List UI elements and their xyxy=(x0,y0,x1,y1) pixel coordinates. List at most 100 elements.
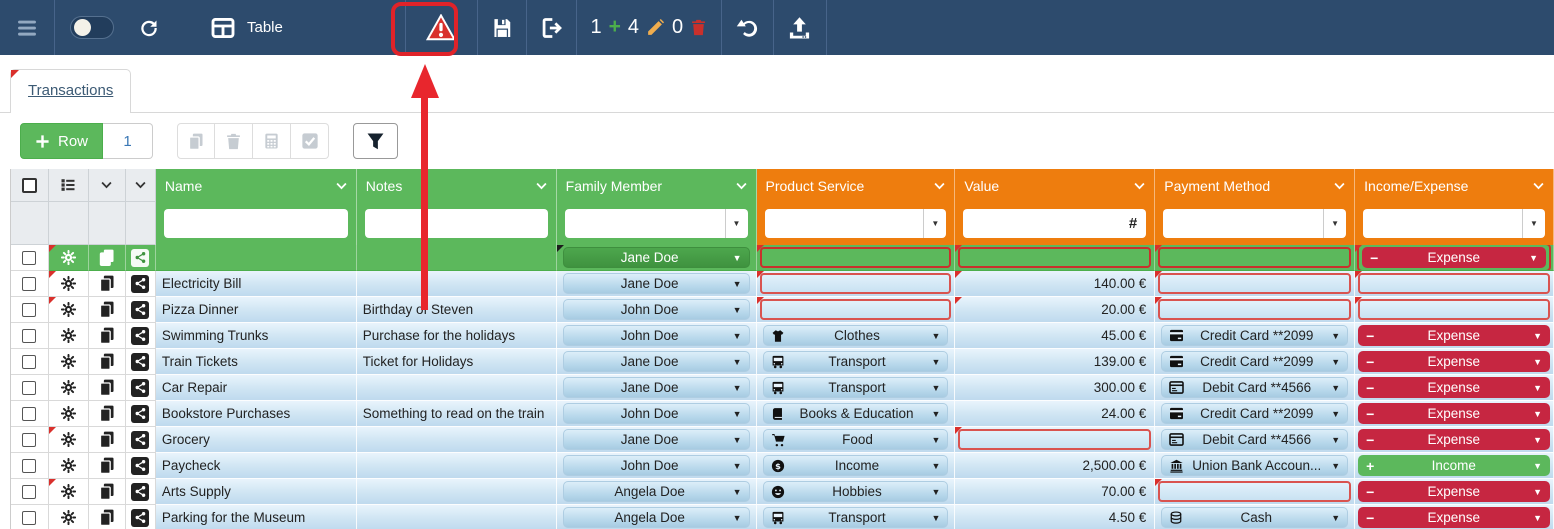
product-service-cell-missing-value[interactable] xyxy=(759,247,952,268)
value-cell[interactable]: 140.00 € xyxy=(955,271,1156,297)
row-share-cell[interactable] xyxy=(125,401,156,427)
family-member-cell-dropdown[interactable]: Angela Doe ▼ xyxy=(562,507,750,528)
filter-input-notes[interactable] xyxy=(364,209,548,238)
name-cell[interactable]: Bookstore Purchases xyxy=(155,401,357,427)
dropdown-arrow-icon[interactable]: ▼ xyxy=(923,209,946,238)
product-service-cell-dropdown[interactable]: Food ▼ xyxy=(762,429,949,450)
family-member-cell-dropdown[interactable]: Jane Doe ▼ xyxy=(562,377,750,398)
row-duplicate-cell[interactable] xyxy=(88,427,126,453)
row-duplicate-cell[interactable] xyxy=(88,401,126,427)
row-checkbox[interactable] xyxy=(22,432,37,447)
row-settings-cell[interactable] xyxy=(48,401,89,427)
row-checkbox[interactable] xyxy=(22,354,37,369)
row-settings-cell[interactable] xyxy=(48,349,89,375)
calculate-button[interactable] xyxy=(253,123,292,159)
row-settings-cell[interactable] xyxy=(48,323,89,349)
column-header-payment-method[interactable]: Payment Method xyxy=(1155,169,1356,202)
row-share-cell[interactable] xyxy=(125,453,156,479)
product-service-cell-missing-value[interactable] xyxy=(759,273,952,294)
row-settings-cell[interactable] xyxy=(48,427,89,453)
select-all-header-cell[interactable] xyxy=(11,169,49,202)
family-member-cell-dropdown[interactable]: John Doe ▼ xyxy=(562,325,750,346)
family-member-cell-dropdown[interactable]: Jane Doe ▼ xyxy=(562,351,750,372)
notes-cell[interactable] xyxy=(356,453,557,479)
row-settings-cell[interactable] xyxy=(48,297,89,323)
tab-transactions[interactable]: Transactions xyxy=(10,69,132,113)
payment-method-cell-missing-value[interactable] xyxy=(1158,299,1352,320)
row-checkbox[interactable] xyxy=(22,510,37,525)
row-duplicate-cell[interactable] xyxy=(88,323,126,349)
product-service-cell-dropdown[interactable]: $ Income ▼ xyxy=(762,455,949,476)
product-service-cell-dropdown[interactable]: Transport ▼ xyxy=(762,507,949,528)
filter-input-payment-method[interactable]: ▼ xyxy=(1163,209,1347,238)
row-settings-cell[interactable] xyxy=(48,453,89,479)
row-checkbox[interactable] xyxy=(22,458,37,473)
value-cell[interactable]: 300.00 € xyxy=(955,375,1156,401)
dropdown-arrow-icon[interactable]: ▼ xyxy=(724,209,748,238)
row-checkbox[interactable] xyxy=(22,484,37,499)
value-cell[interactable]: 70.00 € xyxy=(955,479,1156,505)
toggle-switch[interactable] xyxy=(69,0,115,55)
row-checkbox[interactable] xyxy=(22,328,37,343)
name-cell[interactable]: Pizza Dinner xyxy=(155,297,357,323)
income-expense-dropdown[interactable]: − Expense ▼ xyxy=(1358,351,1551,372)
filter-input-family-member[interactable]: ▼ xyxy=(564,209,748,238)
value-cell[interactable]: 45.00 € xyxy=(955,323,1156,349)
family-member-cell-dropdown[interactable]: Jane Doe ▼ xyxy=(562,273,750,294)
row-share-cell[interactable] xyxy=(125,245,156,271)
dropdown-arrow-icon[interactable]: ▼ xyxy=(1323,209,1346,238)
family-member-cell-dropdown[interactable]: Angela Doe ▼ xyxy=(562,481,750,502)
row-duplicate-cell[interactable] xyxy=(88,505,126,529)
value-cell[interactable]: 139.00 € xyxy=(955,349,1156,375)
row-settings-cell[interactable] xyxy=(48,375,89,401)
notes-cell[interactable] xyxy=(356,375,557,401)
value-cell[interactable]: 4.50 € xyxy=(955,505,1156,529)
income-expense-dropdown[interactable]: − Expense ▼ xyxy=(1358,325,1551,346)
row-duplicate-cell[interactable] xyxy=(88,349,126,375)
save-button[interactable] xyxy=(478,0,526,55)
row-duplicate-cell[interactable] xyxy=(88,245,126,271)
column-header-notes[interactable]: Notes xyxy=(356,169,557,202)
name-cell[interactable]: Paycheck xyxy=(155,453,357,479)
notes-cell[interactable]: Ticket for Holidays xyxy=(356,349,557,375)
row-share-cell[interactable] xyxy=(125,505,156,529)
name-cell[interactable]: Electricity Bill xyxy=(155,271,357,297)
income-expense-dropdown[interactable]: − Expense ▼ xyxy=(1362,247,1547,268)
income-expense-cell-missing-value[interactable] xyxy=(1358,299,1551,320)
filter-input-income-expense[interactable]: ▼ xyxy=(1363,209,1546,238)
row-duplicate-cell[interactable] xyxy=(88,453,126,479)
value-cell-missing-value[interactable] xyxy=(958,247,1152,268)
name-cell[interactable]: Arts Supply xyxy=(155,479,357,505)
family-member-cell-dropdown[interactable]: John Doe ▼ xyxy=(562,455,750,476)
column-header-value[interactable]: Value xyxy=(955,169,1156,202)
row-share-cell[interactable] xyxy=(125,479,156,505)
row-settings-cell[interactable] xyxy=(48,479,89,505)
payment-method-cell-dropdown[interactable]: Credit Card **2099 ▼ xyxy=(1161,325,1349,346)
notes-cell[interactable] xyxy=(356,427,557,453)
row-settings-cell[interactable] xyxy=(48,245,89,271)
value-cell[interactable]: 20.00 € xyxy=(955,297,1156,323)
row-duplicate-cell[interactable] xyxy=(88,479,126,505)
notes-cell[interactable] xyxy=(356,271,557,297)
name-cell[interactable]: Car Repair xyxy=(155,375,357,401)
add-row-button[interactable]: Row xyxy=(20,123,104,159)
notes-cell[interactable]: Purchase for the holidays xyxy=(356,323,557,349)
notes-cell[interactable]: Something to read on the train xyxy=(356,401,557,427)
income-expense-dropdown[interactable]: − Expense ▼ xyxy=(1358,377,1551,398)
payment-method-cell-missing-value[interactable] xyxy=(1158,273,1352,294)
table-view-selector[interactable]: Table xyxy=(211,0,283,55)
value-cell-missing-value[interactable] xyxy=(958,429,1152,450)
payment-method-cell-missing-value[interactable] xyxy=(1158,247,1352,268)
name-cell[interactable]: Parking for the Museum xyxy=(155,505,357,529)
product-service-cell-missing-value[interactable] xyxy=(759,299,952,320)
select-all-checkbox[interactable] xyxy=(21,177,37,193)
column-header-income-expense[interactable]: Income/Expense xyxy=(1355,169,1554,202)
payment-method-cell-missing-value[interactable] xyxy=(1158,481,1352,502)
income-expense-dropdown[interactable]: − Expense ▼ xyxy=(1358,403,1551,424)
payment-method-cell-dropdown[interactable]: Credit Card **2099 ▼ xyxy=(1161,351,1349,372)
income-expense-dropdown[interactable]: + Income ▼ xyxy=(1358,455,1551,476)
product-service-cell-dropdown[interactable]: Clothes ▼ xyxy=(762,325,949,346)
refresh-button[interactable] xyxy=(131,0,167,55)
notes-cell[interactable] xyxy=(356,245,557,271)
name-cell[interactable]: Grocery xyxy=(155,427,357,453)
